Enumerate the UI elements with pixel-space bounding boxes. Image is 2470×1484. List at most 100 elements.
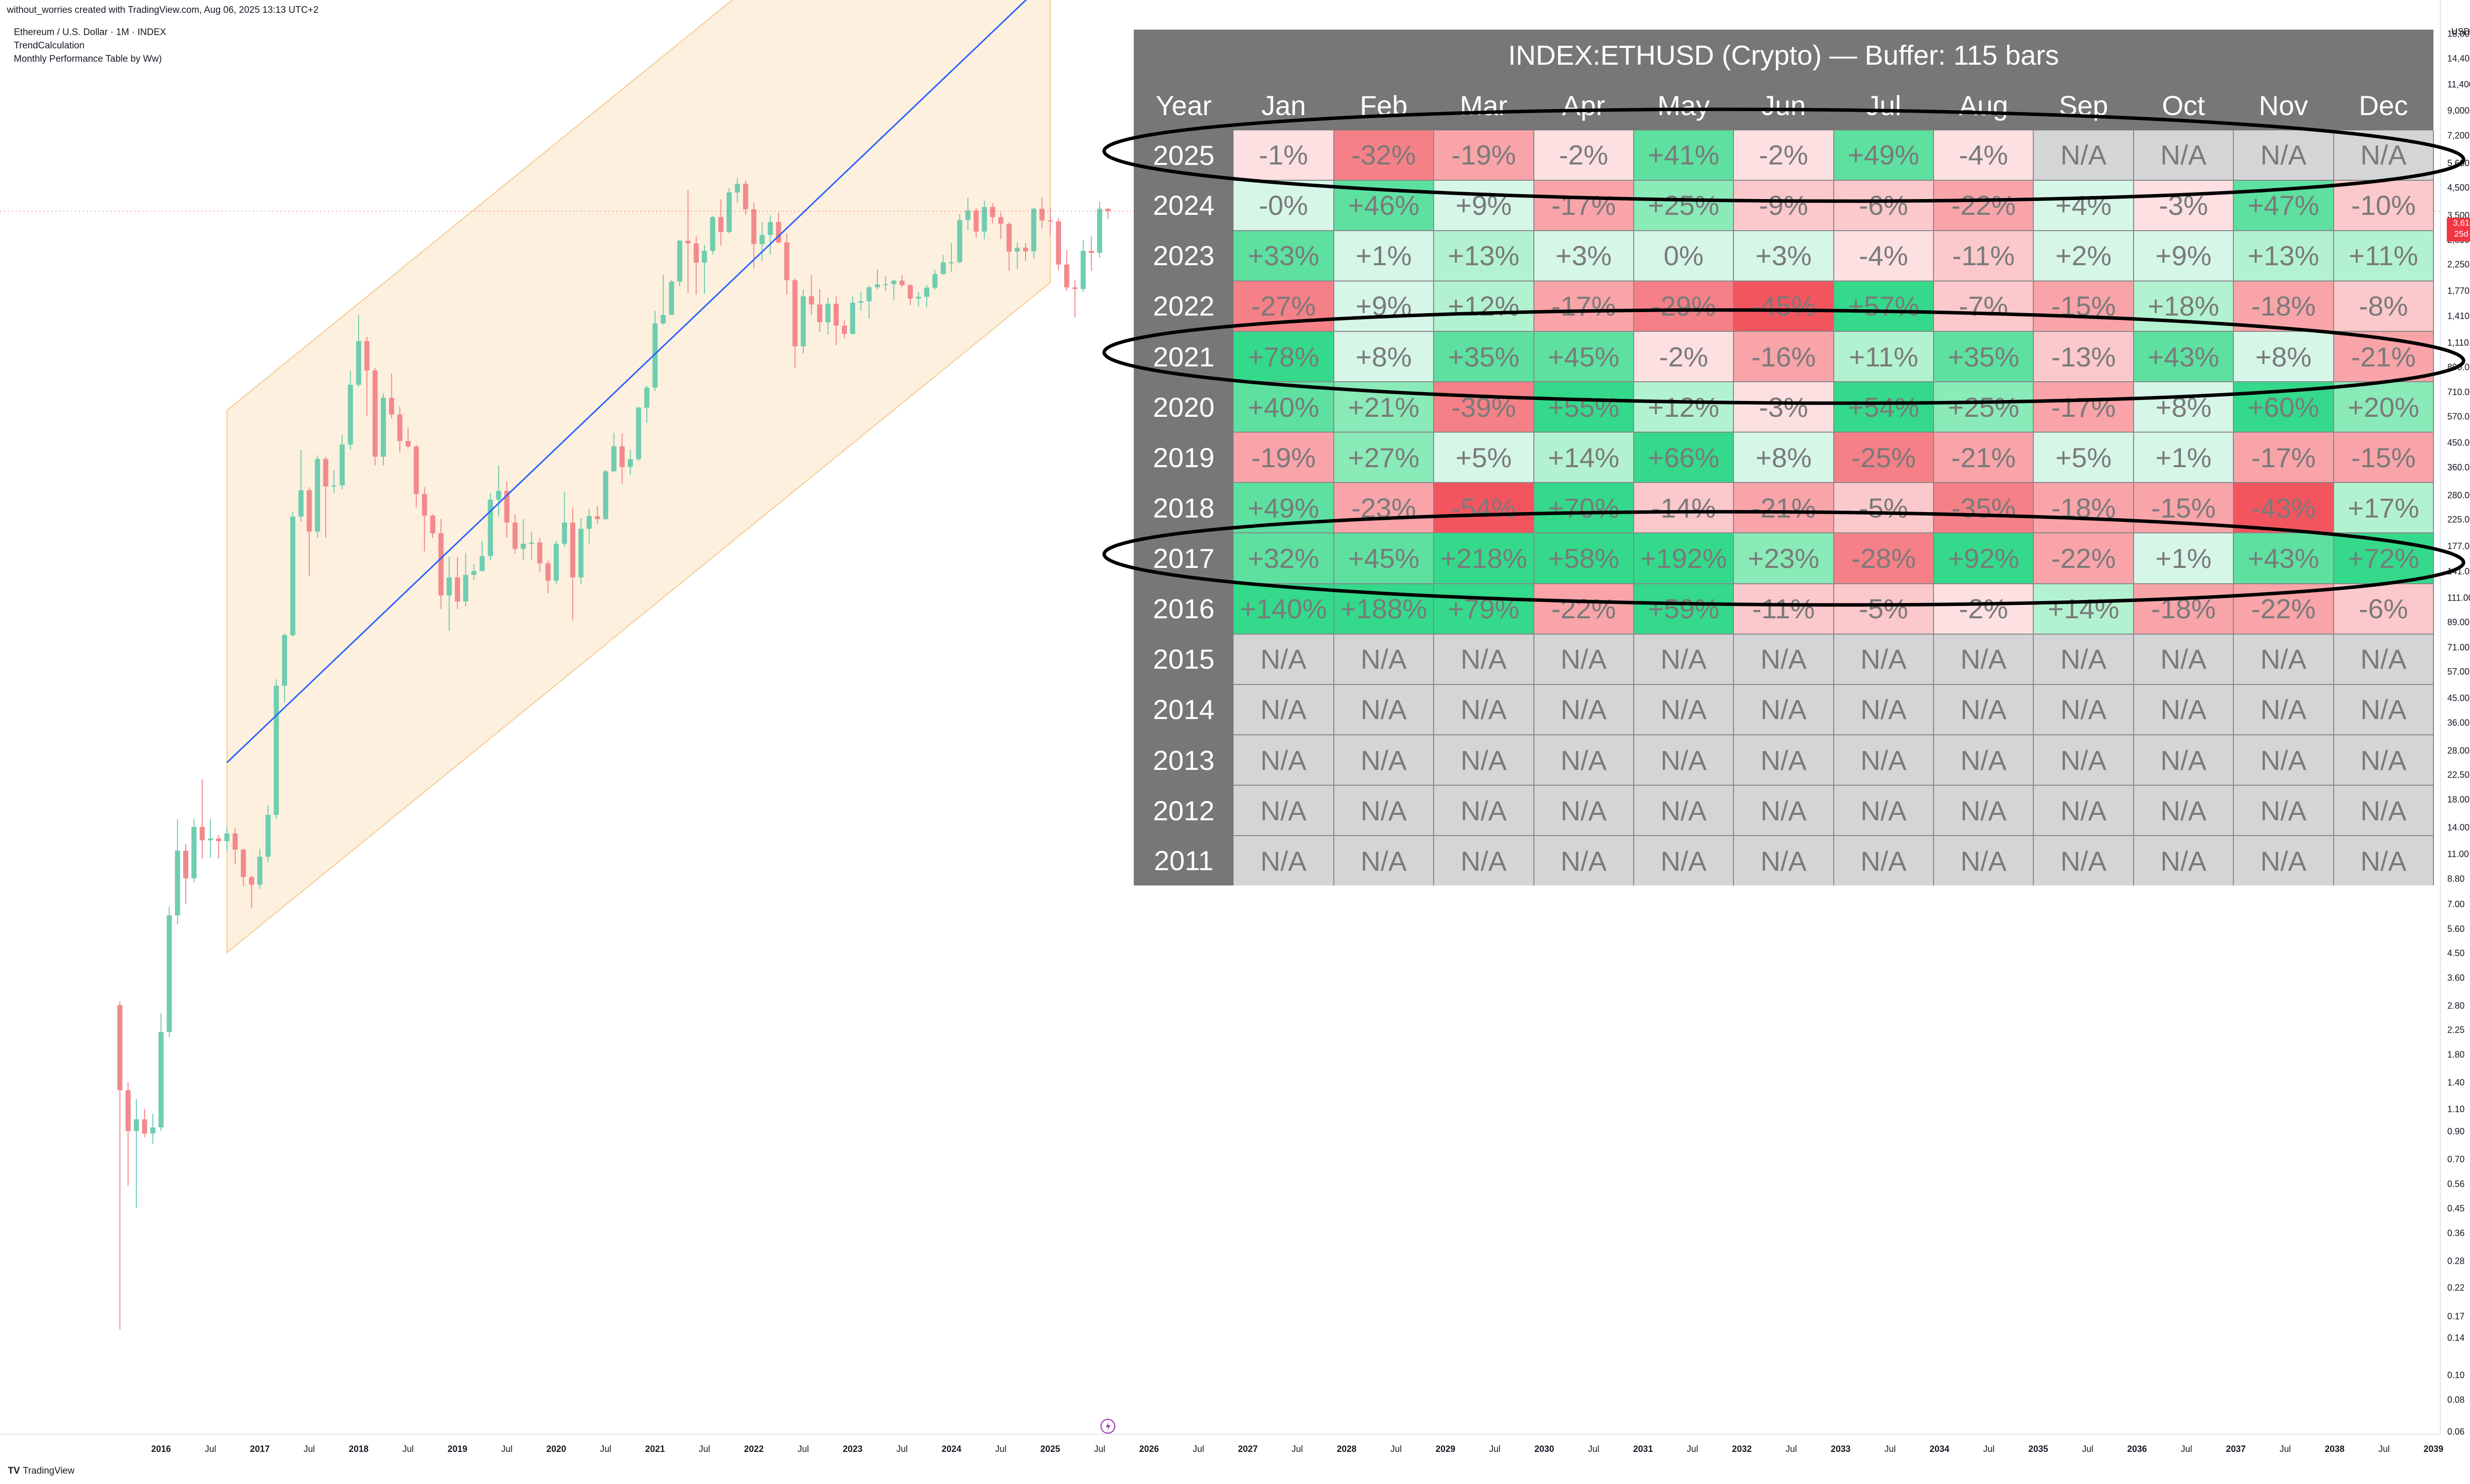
candle[interactable] — [282, 634, 288, 703]
candle[interactable] — [874, 269, 880, 289]
candle[interactable] — [216, 835, 221, 859]
candle[interactable] — [726, 188, 732, 234]
candle[interactable] — [603, 470, 609, 521]
candle[interactable] — [323, 456, 329, 538]
candle[interactable] — [1056, 218, 1061, 271]
candle[interactable] — [447, 557, 452, 631]
candle[interactable] — [611, 433, 617, 472]
candle[interactable] — [496, 465, 501, 517]
candle[interactable] — [825, 297, 831, 335]
candle[interactable] — [430, 514, 436, 538]
candle[interactable] — [677, 240, 683, 286]
tradingview-logo[interactable]: TV TradingView — [8, 1466, 75, 1477]
candle[interactable] — [537, 538, 542, 572]
candle[interactable] — [924, 285, 930, 308]
candle[interactable] — [1105, 208, 1111, 220]
candle[interactable] — [990, 203, 995, 224]
candle[interactable] — [784, 233, 789, 295]
legend-symbol[interactable]: Ethereum / U.S. Dollar · 1M · INDEX — [14, 27, 166, 38]
candle[interactable] — [916, 291, 921, 307]
candle[interactable] — [389, 373, 394, 418]
candle[interactable] — [973, 207, 979, 238]
candle[interactable] — [669, 280, 674, 315]
candle[interactable] — [158, 1013, 164, 1131]
candle[interactable] — [619, 433, 625, 484]
candle[interactable] — [454, 557, 460, 609]
candle[interactable] — [142, 1109, 147, 1138]
candle[interactable] — [306, 487, 312, 576]
candle[interactable] — [883, 276, 888, 291]
candle[interactable] — [899, 275, 905, 287]
candle[interactable] — [315, 455, 320, 538]
candle[interactable] — [257, 848, 263, 889]
candle[interactable] — [586, 509, 592, 544]
candle[interactable] — [965, 198, 971, 231]
candle[interactable] — [1039, 197, 1045, 229]
candle[interactable] — [562, 491, 567, 547]
candle[interactable] — [595, 506, 600, 524]
candle[interactable] — [644, 385, 650, 423]
candle[interactable] — [701, 244, 707, 294]
candle[interactable] — [249, 876, 254, 909]
candle[interactable] — [792, 279, 798, 368]
candle[interactable] — [166, 907, 172, 1038]
candle[interactable] — [743, 180, 748, 215]
candle[interactable] — [504, 481, 510, 538]
candle[interactable] — [265, 805, 271, 862]
candle[interactable] — [274, 679, 279, 819]
candle[interactable] — [553, 541, 559, 584]
candle[interactable] — [932, 270, 938, 290]
candle[interactable] — [627, 450, 633, 475]
candle[interactable] — [1006, 222, 1012, 271]
candle[interactable] — [660, 275, 666, 325]
candle[interactable] — [183, 843, 189, 904]
candle[interactable] — [809, 275, 814, 315]
candle[interactable] — [348, 370, 353, 450]
candle[interactable] — [866, 285, 872, 319]
candle[interactable] — [850, 296, 856, 335]
candle[interactable] — [751, 202, 757, 269]
candle[interactable] — [998, 212, 1004, 240]
candle[interactable] — [521, 519, 526, 561]
candle[interactable] — [1031, 207, 1036, 259]
candle[interactable] — [948, 242, 954, 272]
candle[interactable] — [529, 532, 535, 561]
candle[interactable] — [1015, 242, 1020, 269]
candle[interactable] — [1072, 280, 1078, 318]
candle[interactable] — [694, 236, 699, 295]
candle[interactable] — [842, 320, 847, 338]
candle[interactable] — [488, 493, 493, 561]
candle[interactable] — [471, 564, 477, 580]
candle[interactable] — [463, 553, 468, 607]
candle[interactable] — [224, 827, 230, 851]
candle[interactable] — [298, 450, 304, 522]
candle[interactable] — [438, 519, 444, 609]
candle[interactable] — [735, 178, 740, 203]
candle[interactable] — [858, 292, 864, 311]
candle[interactable] — [800, 289, 806, 354]
candle[interactable] — [380, 393, 386, 466]
candle[interactable] — [150, 1114, 156, 1144]
candle[interactable] — [957, 214, 962, 264]
candle[interactable] — [191, 819, 197, 882]
candle[interactable] — [1080, 240, 1086, 292]
candle[interactable] — [241, 848, 246, 886]
candle[interactable] — [1064, 250, 1070, 291]
candle[interactable] — [175, 819, 180, 925]
candle[interactable] — [982, 201, 987, 240]
candle[interactable] — [570, 507, 576, 621]
candle[interactable] — [710, 216, 715, 255]
candle[interactable] — [636, 406, 641, 461]
candle[interactable] — [817, 289, 823, 332]
candle[interactable] — [1089, 236, 1094, 271]
candle[interactable] — [331, 470, 337, 493]
candle[interactable] — [364, 337, 370, 416]
legend-indicator-trend[interactable]: TrendCalculation — [14, 40, 84, 51]
candle[interactable] — [578, 518, 584, 584]
candle[interactable] — [891, 280, 897, 301]
candle[interactable] — [133, 1099, 139, 1208]
candle[interactable] — [652, 311, 658, 391]
candle[interactable] — [512, 514, 518, 554]
candle[interactable] — [405, 427, 411, 449]
candle[interactable] — [685, 190, 691, 293]
